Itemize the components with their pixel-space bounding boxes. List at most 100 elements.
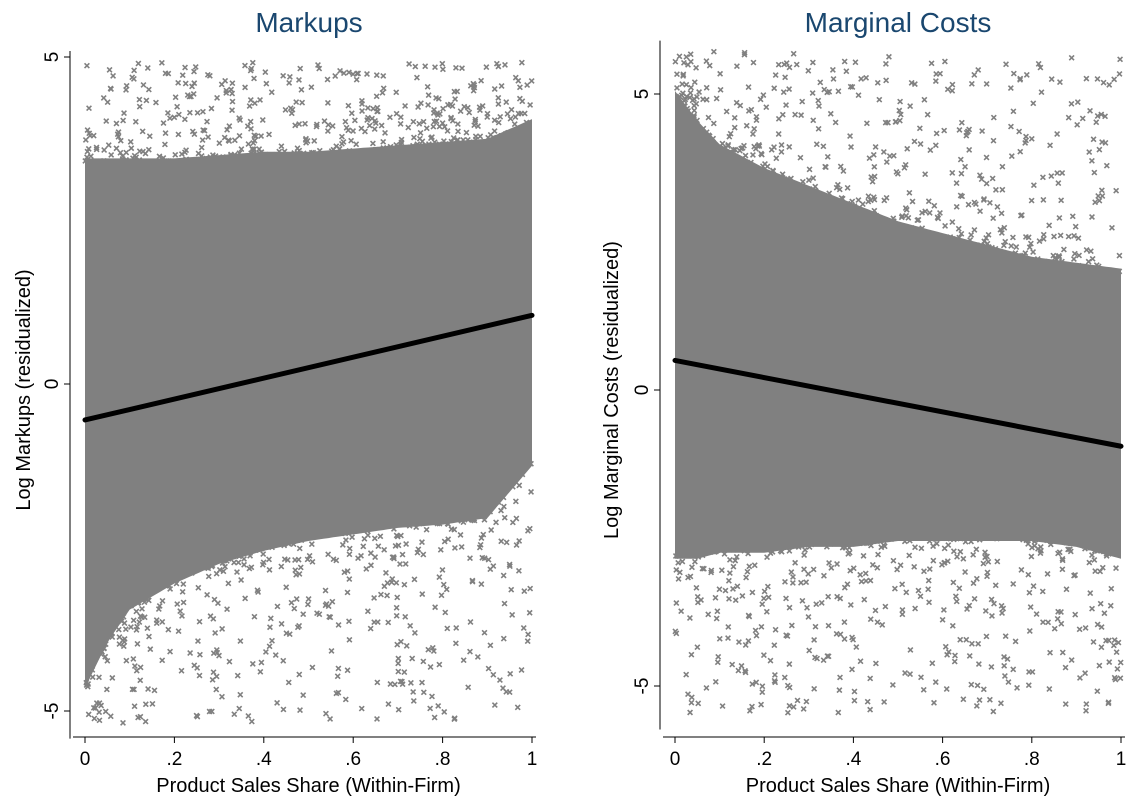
scatter-point (441, 708, 448, 715)
scatter-point (316, 147, 323, 154)
scatter-point (872, 143, 879, 150)
scatter-point (1027, 240, 1034, 247)
scatter-point (393, 89, 400, 96)
scatter-point (843, 68, 850, 75)
scatter-point (715, 653, 722, 660)
scatter-point (815, 125, 822, 132)
scatter-point (1036, 238, 1043, 245)
scatter-point (699, 552, 706, 559)
scatter-point (744, 568, 751, 575)
scatter-point (120, 117, 127, 124)
scatter-point (734, 583, 741, 590)
scatter-point (1025, 682, 1032, 689)
scatter-point (749, 681, 756, 688)
scatter-point (1010, 108, 1017, 115)
scatter-point (907, 646, 914, 653)
scatter-point (985, 558, 992, 565)
scatter-point (502, 61, 508, 68)
scatter-point (1102, 113, 1109, 120)
scatter-point (228, 86, 235, 93)
scatter-point (700, 96, 707, 103)
scatter-point (1063, 586, 1070, 593)
scatter-point (731, 114, 738, 121)
scatter-point (812, 623, 819, 630)
scatter-point (462, 140, 469, 147)
scatter-point (144, 65, 151, 71)
scatter-point (129, 74, 136, 81)
scatter-point (345, 102, 352, 109)
scatter-point (788, 543, 795, 550)
scatter-point (1094, 113, 1101, 119)
scatter-point (916, 125, 923, 132)
scatter-point (324, 76, 331, 83)
scatter-point (805, 570, 812, 577)
scatter-point (374, 619, 381, 626)
scatter-point (782, 578, 788, 585)
scatter-point (382, 569, 389, 576)
scatter-point (723, 108, 730, 115)
scatter-point (478, 535, 485, 541)
scatter-point (467, 619, 474, 625)
scatter-point (384, 145, 390, 151)
scatter-point (927, 147, 934, 154)
scatter-point (109, 634, 116, 640)
x-tick-label: .4 (845, 749, 861, 770)
scatter-point (382, 129, 388, 136)
y-tick-label: 0 (42, 379, 63, 390)
scatter-point (837, 631, 844, 638)
scatter-point (141, 599, 148, 606)
scatter-point (339, 541, 346, 548)
scatter-point (802, 546, 809, 553)
scatter-point (191, 131, 198, 138)
scatter-point (1029, 668, 1036, 675)
scatter-point (430, 123, 437, 130)
scatter-point (288, 110, 295, 117)
scatter-point (695, 700, 702, 707)
scatter-point (236, 705, 243, 712)
scatter-point (1092, 199, 1099, 206)
scatter-point (82, 136, 89, 143)
scatter-point (395, 668, 402, 675)
scatter-point (683, 53, 690, 60)
scatter-point (695, 553, 702, 560)
scatter-point (178, 667, 185, 674)
scatter-point (714, 608, 721, 615)
scatter-point (1115, 639, 1122, 646)
scatter-point (278, 620, 285, 627)
scatter-point (982, 554, 989, 561)
scatter-point (342, 118, 349, 125)
x-tick-label: .2 (756, 749, 772, 770)
scatter-point (999, 610, 1006, 616)
scatter-point (384, 592, 391, 599)
scatter-point (806, 166, 813, 173)
scatter-point (853, 644, 860, 651)
scatter-point (425, 646, 432, 653)
scatter-point (1116, 268, 1123, 275)
scatter-point (477, 133, 484, 140)
scatter-point (355, 555, 361, 562)
scatter-point (175, 79, 182, 86)
scatter-point (986, 199, 993, 206)
scatter-point (939, 535, 946, 542)
scatter-point (940, 606, 947, 613)
scatter-point (986, 696, 993, 703)
scatter-point (1098, 624, 1105, 631)
scatter-point (475, 123, 481, 130)
scatter-point (145, 86, 152, 93)
scatter-point (201, 127, 208, 134)
scatter-point (1094, 688, 1101, 695)
scatter-point (309, 558, 316, 565)
scatter-point (299, 99, 306, 106)
scatter-point (1048, 76, 1055, 83)
scatter-point (380, 72, 387, 79)
scatter-point (806, 185, 813, 192)
scatter-point (251, 132, 258, 139)
scatter-point (682, 96, 689, 103)
scatter-point (397, 120, 404, 127)
scatter-point (841, 636, 848, 642)
scatter-point (841, 58, 848, 65)
scatter-point (1076, 626, 1083, 633)
scatter-point (472, 118, 479, 125)
scatter-point (883, 77, 890, 84)
